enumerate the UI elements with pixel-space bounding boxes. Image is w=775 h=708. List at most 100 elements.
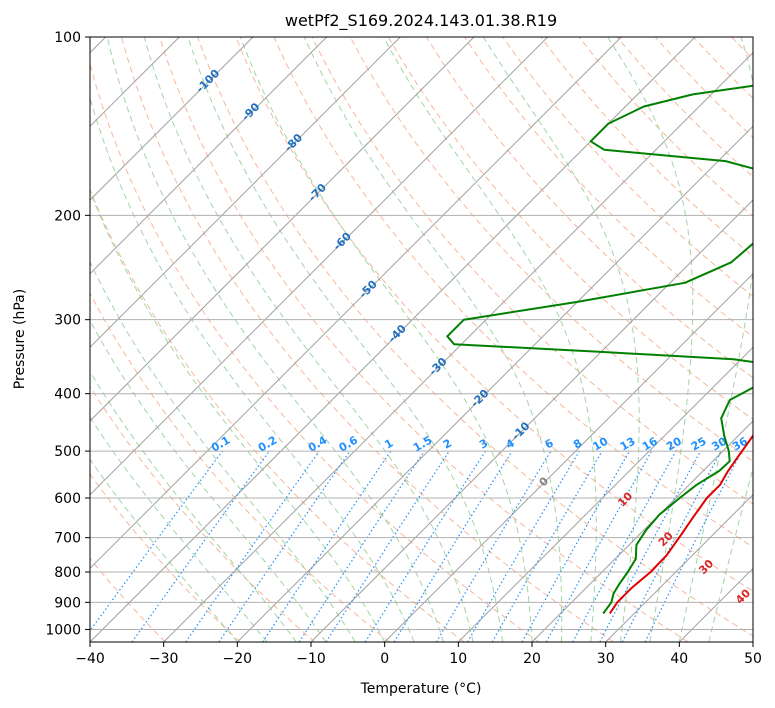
moist-adiabat xyxy=(708,466,753,642)
mixing-ratio-line xyxy=(218,450,351,642)
y-axis: 100 200 300 400 500 600 700 800 900 1000 xyxy=(45,30,90,638)
moist-adiabat xyxy=(90,416,268,642)
dry-adiabat xyxy=(464,37,753,338)
mixing-ratio-label: 6 xyxy=(543,436,556,451)
isotherm xyxy=(163,51,753,642)
x-tick-label: 40 xyxy=(670,651,688,667)
x-tick-label: 10 xyxy=(449,651,467,667)
moist-adiabat xyxy=(106,37,445,642)
x-tick-label: −30 xyxy=(149,651,179,667)
isotherm-label: -60 xyxy=(331,230,354,253)
x-tick-label: 50 xyxy=(744,651,762,667)
mixing-ratio-line xyxy=(393,450,513,642)
x-tick-label: −40 xyxy=(75,651,105,667)
isotherm xyxy=(90,37,328,275)
mixing-ratio-line xyxy=(521,450,631,642)
moist-adiabat xyxy=(143,37,474,642)
isotherm-labels: -100-90-80-70-60-50-40-30-20-100 xyxy=(194,67,552,490)
isotherm xyxy=(752,641,753,642)
mixing-ratio-line xyxy=(599,450,702,642)
isotherm xyxy=(90,37,475,422)
background-lines xyxy=(90,37,775,642)
dry-adiabat xyxy=(770,37,775,642)
isotherm xyxy=(90,37,549,496)
isotherm xyxy=(90,37,622,570)
dry-adiabat xyxy=(311,37,753,505)
mixing-ratio-label: 2 xyxy=(441,437,454,452)
isotherm-label: -50 xyxy=(357,277,380,300)
mixing-ratio-line xyxy=(298,450,425,642)
isotherm xyxy=(384,272,753,642)
x-tick-label: −20 xyxy=(223,651,253,667)
isotherm xyxy=(457,346,753,642)
mixing-ratio-line xyxy=(90,450,223,632)
x-tick-label: 20 xyxy=(523,651,541,667)
y-tick-label: 900 xyxy=(54,595,81,611)
isotherm xyxy=(90,37,401,349)
isotherm-label: -90 xyxy=(239,100,262,123)
y-axis-title: Pressure (hPa) xyxy=(12,289,28,389)
x-axis-title: Temperature (°C) xyxy=(360,681,482,697)
dry-adiabat xyxy=(654,37,753,139)
y-tick-label: 200 xyxy=(54,208,81,224)
isotherm xyxy=(605,493,753,642)
isotherm xyxy=(236,125,753,642)
moist-adiabat xyxy=(482,37,640,642)
moist-adiabat xyxy=(90,260,356,642)
dry-adiabat xyxy=(159,37,689,642)
moist-adiabat-label: 10 xyxy=(615,489,635,509)
mixing-ratio-line xyxy=(466,450,580,642)
isotherm xyxy=(531,420,753,642)
dry-adiabat xyxy=(273,37,753,548)
moist-adiabat xyxy=(383,37,597,642)
dry-adiabat xyxy=(578,37,753,218)
moist-adiabat xyxy=(303,37,563,642)
chart-title: wetPf2_S169.2024.143.01.38.R19 xyxy=(285,11,557,31)
moist-adiabat xyxy=(90,370,297,642)
dry-adiabat xyxy=(502,37,753,298)
moist-adiabat xyxy=(239,37,533,642)
moist-adiabat xyxy=(607,37,694,642)
profile-lines xyxy=(446,84,753,615)
dry-adiabat xyxy=(349,37,753,462)
isotherm-label: -30 xyxy=(426,355,449,378)
dewpoint-profile-line xyxy=(446,84,753,615)
x-tick-label: 30 xyxy=(597,651,615,667)
mixing-ratio-line xyxy=(325,450,450,642)
moist-adiabat xyxy=(187,37,503,642)
dry-adiabat xyxy=(425,37,753,379)
mixing-ratio-line xyxy=(262,450,392,642)
mixing-ratio-line xyxy=(644,450,743,642)
dry-adiabat xyxy=(90,62,540,642)
y-tick-label: 600 xyxy=(54,491,81,507)
moist-adiabat xyxy=(678,37,753,642)
moist-adiabat xyxy=(90,189,386,642)
moist-adiabat xyxy=(90,319,327,642)
dry-adiabat xyxy=(387,37,753,420)
isotherm xyxy=(90,37,254,201)
mixing-ratio-line xyxy=(185,450,320,642)
dry-adiabat xyxy=(692,37,753,99)
moist-adiabat-label: 30 xyxy=(696,557,716,577)
isotherm-label: -80 xyxy=(282,131,305,154)
y-tick-label: 800 xyxy=(54,565,81,581)
y-tick-label: 700 xyxy=(54,531,81,547)
x-tick-label: 0 xyxy=(380,651,389,667)
dry-adiabat xyxy=(90,188,465,642)
y-tick-label: 100 xyxy=(54,30,81,46)
temperature-profile-line xyxy=(608,433,753,615)
isotherm xyxy=(678,567,753,642)
y-tick-label: 400 xyxy=(54,387,81,403)
y-tick-label: 300 xyxy=(54,313,81,329)
dry-adiabat xyxy=(90,385,316,642)
plot-frame xyxy=(89,36,754,643)
mixing-ratio-line xyxy=(572,450,677,642)
mixing-ratio-line xyxy=(545,450,653,642)
isotherm-label: -70 xyxy=(306,181,329,204)
isotherm-label: -100 xyxy=(194,67,223,96)
isotherm-label: -20 xyxy=(468,387,491,410)
x-tick-label: −10 xyxy=(296,651,326,667)
pressure-gridlines xyxy=(90,37,753,630)
dry-adiabat xyxy=(90,473,241,642)
